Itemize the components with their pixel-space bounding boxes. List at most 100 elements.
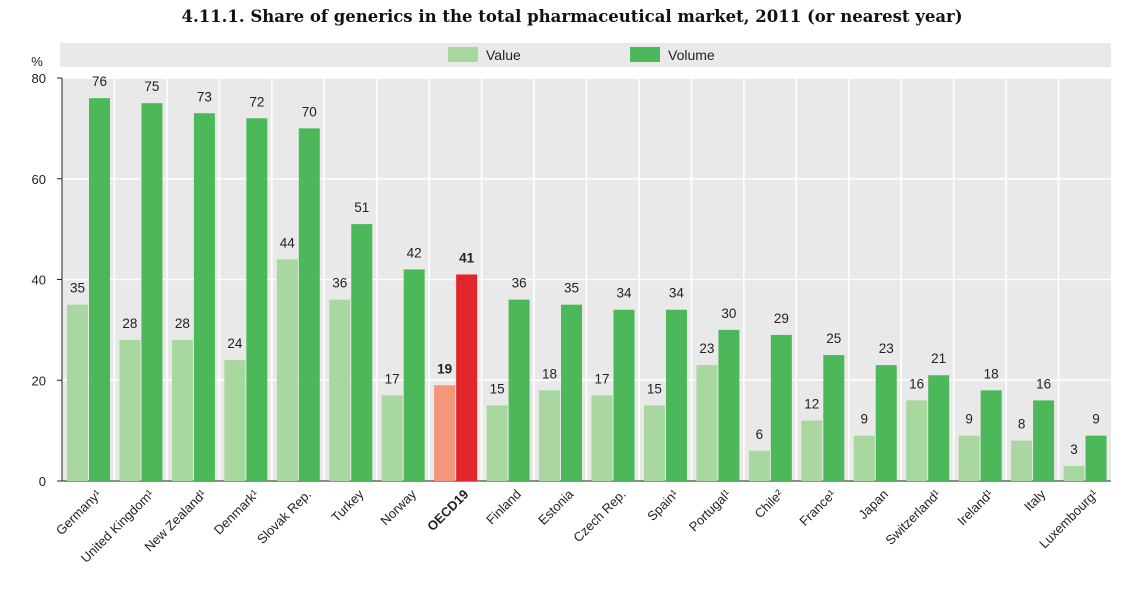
bar-volume (1085, 435, 1107, 481)
y-tick-label: 80 (32, 71, 46, 86)
bar-volume (456, 274, 478, 481)
data-label-value: 35 (70, 281, 85, 296)
legend-swatch-value (448, 47, 478, 62)
data-label-volume: 16 (1036, 376, 1051, 391)
data-label-value: 24 (227, 336, 243, 351)
data-label-volume: 21 (931, 351, 946, 366)
bar-value (801, 420, 823, 481)
bar-value (381, 395, 403, 481)
y-tick-label: 20 (32, 373, 46, 388)
data-label-value: 44 (280, 235, 296, 250)
data-label-value: 15 (647, 381, 662, 396)
bar-volume (246, 118, 268, 482)
category-label: Ireland¹ (954, 486, 996, 528)
category-label: Finland (483, 487, 524, 528)
bar-value (591, 395, 613, 481)
data-label-volume: 34 (616, 286, 632, 301)
bar-volume (141, 103, 163, 481)
category-label: Estonia (535, 486, 577, 528)
category-label: Germany¹ (53, 486, 105, 538)
data-label-value: 18 (542, 366, 557, 381)
bar-value (906, 400, 928, 481)
bar-value (853, 435, 875, 481)
legend-background (60, 43, 1111, 67)
bar-volume (613, 309, 635, 481)
bar-volume (403, 269, 425, 481)
category-label: Portugal¹ (686, 486, 734, 534)
bar-value (1063, 465, 1085, 481)
data-label-value: 36 (332, 276, 347, 291)
bar-value (119, 339, 141, 481)
legend-label-volume: Volume (668, 47, 715, 63)
data-label-value: 28 (175, 316, 190, 331)
data-label-volume: 75 (144, 79, 159, 94)
bar-volume (718, 329, 740, 481)
data-label-volume: 34 (669, 286, 685, 301)
data-label-value: 9 (860, 412, 868, 427)
data-label-volume: 9 (1092, 412, 1100, 427)
bar-volume (823, 355, 845, 481)
data-label-value: 17 (594, 371, 609, 386)
y-tick-label: 0 (39, 474, 46, 489)
bar-value (434, 385, 456, 481)
category-label: Spain¹ (644, 486, 682, 524)
bar-volume (980, 390, 1002, 481)
y-tick-label: 60 (32, 172, 46, 187)
bar-value (329, 299, 351, 481)
bar-volume (193, 113, 215, 481)
chart-title: 4.11.1. Share of generics in the total p… (181, 7, 962, 26)
bar-volume (875, 365, 897, 481)
data-label-value: 16 (909, 376, 924, 391)
data-label-volume: 51 (354, 200, 369, 215)
data-label-volume: 35 (564, 281, 579, 296)
bar-value (643, 405, 665, 481)
bar-value (171, 339, 193, 481)
category-label: Chile² (752, 486, 787, 521)
data-label-volume: 18 (984, 366, 999, 381)
y-axis-label: % (31, 54, 43, 69)
category-label: Switzerland¹ (882, 486, 944, 548)
category-label: Italy (1021, 486, 1049, 514)
data-label-value: 28 (122, 316, 137, 331)
data-label-value: 3 (1070, 442, 1078, 457)
category-label: Japan (855, 487, 891, 523)
category-label: Turkey (328, 486, 367, 525)
bar-value (224, 360, 246, 481)
data-label-volume: 36 (512, 276, 527, 291)
bar-value (958, 435, 980, 481)
bar-volume (561, 304, 583, 481)
bar-volume (298, 128, 320, 481)
category-label: Denmark¹ (211, 486, 262, 537)
legend-swatch-volume (630, 47, 660, 62)
bar-value (486, 405, 508, 481)
bar-value (539, 390, 561, 481)
data-label-volume: 70 (302, 104, 317, 119)
data-label-value: 23 (699, 341, 714, 356)
bar-volume (928, 375, 950, 481)
data-label-volume: 30 (721, 306, 736, 321)
legend: Value Volume (60, 43, 1111, 67)
data-label-volume: 73 (197, 89, 212, 104)
data-label-value: 6 (756, 427, 764, 442)
data-label-value: 8 (1018, 417, 1026, 432)
data-label-volume: 76 (92, 74, 107, 89)
data-label-volume: 42 (407, 245, 422, 260)
y-tick-label: 40 (32, 273, 46, 288)
bar-value (696, 365, 718, 481)
data-label-value: 17 (385, 371, 400, 386)
bar-value (1011, 440, 1033, 481)
category-label: Czech Rep. (570, 487, 629, 546)
bar-volume (770, 334, 792, 481)
data-label-volume: 23 (879, 341, 894, 356)
data-label-volume: 72 (249, 94, 264, 109)
legend-label-value: Value (486, 47, 521, 63)
data-label-value: 19 (437, 361, 452, 376)
data-label-value: 9 (965, 412, 973, 427)
bar-volume (665, 309, 687, 481)
bar-value (748, 450, 770, 481)
data-label-value: 15 (490, 381, 505, 396)
bar-value (276, 259, 298, 481)
